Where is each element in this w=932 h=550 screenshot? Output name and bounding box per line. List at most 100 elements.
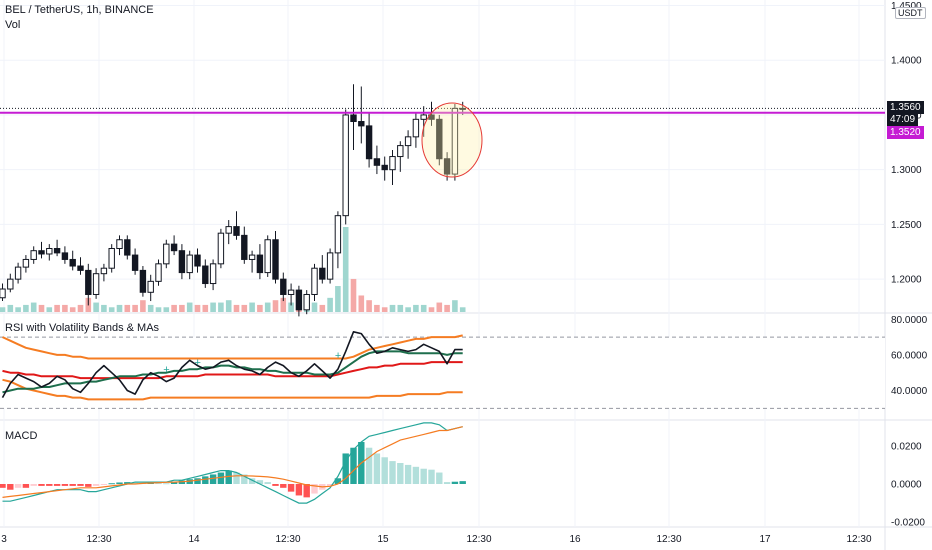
macd-histogram-bar	[326, 484, 334, 486]
candle-body	[280, 278, 287, 295]
macd-histogram-bar	[311, 484, 318, 494]
macd-histogram-bar	[100, 484, 108, 485]
candle-body	[389, 156, 396, 171]
volume-bar	[116, 304, 123, 312]
candle-body	[108, 248, 115, 269]
time-tick-label: 14	[188, 534, 200, 545]
volume-bar	[179, 304, 185, 312]
volume-bar	[54, 304, 60, 312]
volume-bar	[397, 304, 404, 312]
volume-bar	[140, 300, 146, 312]
candle-body	[256, 254, 264, 274]
rsi-pane-title: RSI with Volatility Bands & MAs	[5, 322, 160, 334]
macd-histogram-bar	[436, 472, 443, 484]
candle-body	[264, 239, 271, 274]
candle-body	[272, 239, 279, 280]
volume-bar	[428, 307, 435, 312]
candle-body	[209, 263, 217, 285]
macd-histogram-bar	[256, 480, 264, 484]
price-axis[interactable]: 1.45001.40001.35001.30001.25001.200080.0…	[891, 1, 928, 529]
price-tick-label: 1.2500	[891, 220, 922, 231]
price-tick-label: 1.3000	[891, 165, 922, 176]
macd-histogram-bar	[217, 472, 225, 484]
macd-histogram-bar	[342, 453, 349, 484]
candle-body	[412, 118, 420, 138]
volume-bar	[436, 302, 443, 312]
price-tick-label: 1.4500	[891, 1, 922, 12]
time-tick-label: 16	[569, 534, 581, 545]
macd-tick-label: 0.0000	[891, 480, 922, 491]
candle-body	[436, 118, 443, 160]
macd-histogram-bar	[428, 469, 435, 484]
candle-body	[69, 258, 76, 267]
macd-histogram-bar	[85, 484, 92, 487]
volume-bar	[186, 302, 193, 312]
currency-button[interactable]: USDT	[895, 7, 926, 19]
candle-body	[100, 267, 108, 275]
macd-pane[interactable]	[0, 422, 466, 504]
candle-body	[22, 258, 30, 268]
candle-body	[420, 114, 427, 120]
price-tick-label: 1.4000	[891, 56, 922, 67]
macd-histogram-bar	[381, 457, 388, 484]
macd-histogram-bar	[248, 478, 256, 484]
candle-body	[381, 164, 388, 171]
candle-body	[202, 265, 209, 285]
volume-bar	[444, 304, 450, 312]
volume-bar	[101, 304, 107, 312]
volume-bar	[0, 307, 6, 312]
volume-bar	[15, 307, 21, 312]
candle-body	[170, 243, 178, 252]
rsi-upper-band-line	[2, 334, 463, 360]
volume-bar	[374, 304, 380, 312]
macd-histogram-bar	[264, 482, 271, 484]
macd-histogram-bar	[404, 464, 412, 484]
candle-body	[311, 267, 318, 295]
candle-body	[303, 293, 310, 311]
volume-bar	[218, 302, 224, 312]
volume-bar	[171, 304, 177, 312]
macd-histogram-bar	[225, 470, 232, 484]
macd-histogram-bar	[451, 481, 459, 484]
time-tick-label: 12:30	[466, 534, 491, 545]
macd-histogram-bar	[241, 474, 248, 484]
volume-bar	[452, 300, 458, 312]
candle-body	[326, 252, 334, 280]
macd-histogram-bar	[373, 453, 381, 484]
rsi-tick-label: 60.0000	[891, 350, 928, 361]
candle-body	[155, 263, 162, 282]
candle-body	[147, 280, 154, 293]
macd-histogram-bar	[61, 484, 69, 486]
time-tick-label: 12:30	[846, 534, 871, 545]
macd-histogram-bar	[0, 484, 6, 488]
volume-bar	[249, 302, 255, 312]
candle-body	[350, 114, 357, 123]
candle-body	[77, 265, 84, 271]
time-axis[interactable]: 3 12:30 14 12:30 15 12:30 16 12:30 17 12:30	[1, 534, 872, 545]
signal-line	[2, 426, 463, 498]
candle-body	[365, 125, 373, 160]
macd-histogram-bar	[92, 484, 100, 486]
macd-histogram-bar	[46, 484, 53, 486]
macd-histogram-bar	[170, 481, 178, 484]
volume-bar	[30, 302, 37, 312]
volume-bar	[311, 302, 318, 312]
volume-bar	[69, 307, 76, 312]
volume-bar	[459, 307, 466, 312]
macd-line	[2, 422, 463, 504]
macd-histogram-bar	[22, 484, 30, 488]
macd-histogram-bar	[108, 483, 115, 485]
price-pane[interactable]	[0, 84, 885, 317]
macd-histogram-bar	[194, 478, 201, 484]
candle-body	[287, 289, 295, 295]
volume-bar	[163, 307, 170, 312]
macd-histogram-bar	[155, 483, 162, 485]
rsi-band-bg	[0, 337, 885, 409]
time-tick-label: 12:30	[656, 534, 681, 545]
macd-histogram-bar	[53, 484, 61, 486]
candle-body	[233, 226, 240, 236]
volume-bar	[358, 295, 365, 312]
macd-histogram-bar	[412, 466, 420, 484]
rsi-pane[interactable]: + + +	[0, 331, 885, 409]
